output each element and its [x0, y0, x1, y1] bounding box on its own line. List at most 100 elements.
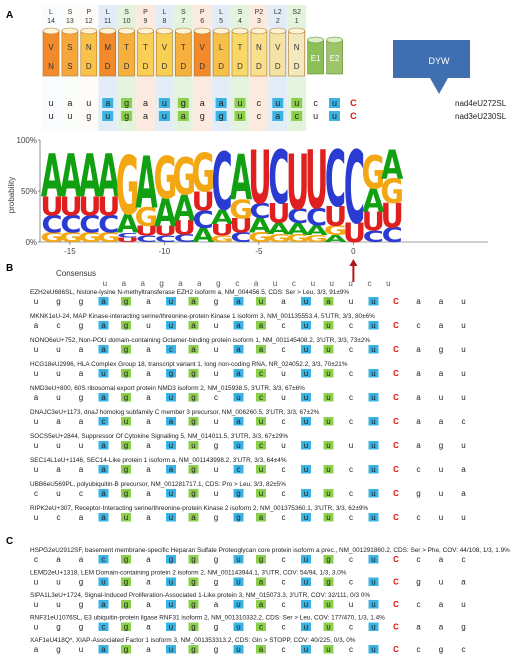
base: a — [34, 321, 39, 330]
base: u — [313, 111, 318, 121]
base-highlight — [215, 111, 227, 121]
base: u — [294, 98, 299, 108]
logo-letter-C: C — [363, 229, 384, 246]
base: u — [304, 489, 308, 498]
logo-letter-U: U — [362, 208, 385, 237]
base-highlight — [121, 321, 131, 330]
cylinder-top — [288, 27, 306, 35]
base-highlight — [98, 465, 109, 474]
base-highlight — [323, 622, 334, 631]
motif-type-label: L2 — [274, 9, 282, 16]
base-highlight — [166, 555, 176, 564]
base-highlight — [233, 555, 244, 564]
residue-5: M — [104, 43, 111, 52]
base-highlight — [368, 369, 379, 378]
base: g — [200, 111, 205, 121]
base-highlight — [166, 369, 176, 378]
base: u — [101, 578, 105, 587]
base: u — [101, 369, 105, 378]
base: a — [101, 321, 106, 330]
base: g — [124, 489, 128, 498]
motif-index-label: 7 — [181, 18, 185, 25]
base: u — [371, 369, 375, 378]
base: c — [34, 489, 38, 498]
dyw-label: DYW — [429, 56, 451, 66]
base-highlight — [188, 600, 199, 609]
logo-letter-U: U — [210, 221, 233, 239]
base-highlight — [177, 98, 189, 108]
base: c — [102, 417, 106, 426]
base: u — [304, 369, 308, 378]
base: u — [237, 98, 242, 108]
base-highlight — [121, 600, 131, 609]
base: a — [146, 578, 151, 587]
base: u — [237, 111, 242, 121]
logo-letter-U: U — [116, 236, 139, 243]
base: u — [162, 98, 167, 108]
base: c — [282, 465, 286, 474]
motif-type-label: L — [162, 9, 166, 16]
base: u — [214, 321, 218, 330]
base-highlight — [368, 297, 379, 306]
ppr-protein-diagram: V N S S N D M D T D T D V D T D V D L D T D N D V D N D E1 E2 DYW — [42, 27, 470, 94]
logo-letter-A: A — [324, 234, 347, 245]
base: c — [282, 645, 286, 654]
base: a — [143, 98, 148, 108]
base: a — [146, 623, 151, 632]
base-highlight — [158, 98, 170, 108]
motif-index-label: 14 — [47, 18, 55, 25]
base-highlight — [98, 417, 109, 426]
entry-label: DNAJC3eU+1173, dnaJ homolog subfamily C … — [30, 409, 320, 416]
base-highlight — [329, 98, 340, 108]
base: u — [236, 441, 240, 450]
base: a — [416, 623, 421, 632]
base: a — [439, 555, 444, 564]
logo-letter-U: U — [229, 214, 252, 237]
base-highlight — [272, 111, 284, 121]
y-axis-label: probability — [7, 177, 16, 213]
logo-letter-C: C — [174, 233, 195, 245]
base: a — [146, 345, 151, 354]
base: C — [393, 578, 399, 587]
base: u — [214, 345, 218, 354]
base: u — [236, 600, 240, 609]
base: u — [259, 297, 263, 306]
base-highlight — [368, 321, 379, 330]
base: g — [124, 321, 128, 330]
base: u — [371, 417, 375, 426]
base: a — [105, 98, 110, 108]
base: a — [101, 645, 106, 654]
base-highlight — [301, 513, 311, 522]
base-highlight — [368, 555, 379, 564]
base: g — [214, 645, 218, 654]
base: g — [191, 645, 195, 654]
base: a — [146, 513, 151, 522]
base: c — [313, 98, 318, 108]
logo-letter-U: U — [173, 217, 196, 240]
base: g — [214, 555, 218, 564]
base-highlight — [234, 98, 246, 108]
logo-letter-C: C — [136, 234, 157, 245]
logo-letter-G: G — [286, 233, 310, 245]
base: C — [393, 489, 399, 498]
logo-letter-C: C — [98, 212, 119, 239]
base: c — [102, 623, 106, 632]
base: a — [416, 297, 421, 306]
base: a — [146, 441, 151, 450]
base: C — [350, 111, 357, 121]
base: c — [259, 369, 263, 378]
base: c — [282, 513, 286, 522]
base: u — [371, 393, 375, 402]
base: C — [350, 98, 357, 108]
base-highlight — [215, 98, 227, 108]
base-highlight — [121, 513, 131, 522]
base-highlight — [98, 345, 109, 354]
base: u — [326, 600, 330, 609]
base-highlight — [323, 577, 334, 586]
residue-5: T — [124, 43, 129, 52]
base: g — [124, 111, 129, 121]
base-highlight — [121, 417, 131, 426]
base: a — [200, 98, 205, 108]
consensus-base: a — [254, 279, 259, 288]
